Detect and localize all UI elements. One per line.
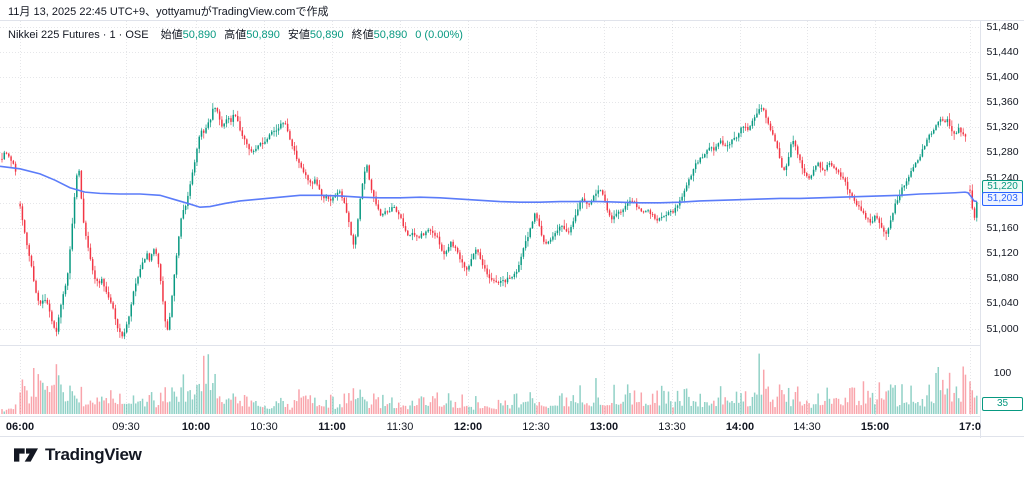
legend-field: 高値50,890 xyxy=(224,29,280,41)
attribution-text: 11月 13, 2025 22:45 UTC+9、yottyamuがTradin… xyxy=(8,6,329,18)
time-tick-label: 11:30 xyxy=(386,421,414,433)
time-tick-label: 12:30 xyxy=(522,421,550,433)
ma-price-badge: 51,203 xyxy=(982,191,1023,206)
time-tick-label: 17:0 xyxy=(958,421,982,433)
time-tick-label: 13:00 xyxy=(589,421,619,433)
time-tick-label: 14:30 xyxy=(793,421,821,433)
time-tick-label: 11:00 xyxy=(318,421,346,433)
time-tick-label: 09:30 xyxy=(112,421,140,433)
legend-field: 始値50,890 xyxy=(160,29,217,41)
time-tick-label: 10:30 xyxy=(250,421,278,433)
chart-legend: Nikkei 225 Futures · 1 · OSE 始値50,890 高値50… xyxy=(8,26,463,42)
price-axis[interactable]: 51,220 51,203 100 35 51,480 51,440 51,400 5… xyxy=(980,21,1024,438)
price-tick-label: 51,080 xyxy=(986,272,1019,285)
price-tick-label: 51,280 xyxy=(986,146,1019,159)
time-tick-label: 12:00 xyxy=(453,421,483,433)
time-axis[interactable]: 06:00 09:30 10:00 10:30 11:00 11:30 12:00 12:30… xyxy=(0,416,982,438)
price-tick-label: 51,160 xyxy=(986,221,1019,234)
chart-widget: Nikkei 225 Futures · 1 · OSE 始値50,890 高値50… xyxy=(0,20,1024,438)
price-tick-label: 51,120 xyxy=(986,247,1019,260)
tradingview-logo[interactable]: TradingView xyxy=(14,445,142,465)
price-tick-label: 51,040 xyxy=(986,297,1019,310)
time-tick-label: 14:00 xyxy=(725,421,755,433)
price-tick-label: 51,400 xyxy=(986,70,1019,83)
candlestick-chart-canvas[interactable] xyxy=(0,21,980,438)
price-tick-label: 51,480 xyxy=(986,20,1019,33)
legend-field: 安値50,890 xyxy=(287,29,344,41)
legend-symbol[interactable]: Nikkei 225 Futures · 1 · OSE xyxy=(8,29,149,41)
tradingview-wordmark: TradingView xyxy=(45,445,142,464)
legend-ohlc-fields: 始値50,890 高値50,890 安値50,890 終値50,890 xyxy=(153,29,408,41)
legend-field: 終値50,890 xyxy=(351,29,408,41)
price-tick-label: 51,000 xyxy=(986,322,1019,335)
price-tick-label: 51,320 xyxy=(986,121,1019,134)
time-tick-label: 10:00 xyxy=(181,421,211,433)
tradingview-logo-icon xyxy=(14,448,38,462)
price-tick-label: 51,360 xyxy=(986,96,1019,109)
last-volume-badge: 35 xyxy=(982,397,1023,411)
price-tick-label: 51,440 xyxy=(986,45,1019,58)
time-tick-label: 13:30 xyxy=(658,421,686,433)
time-tick-label: 15:00 xyxy=(860,421,890,433)
time-tick-label: 06:00 xyxy=(5,421,35,433)
legend-change: 0 (0.00%) xyxy=(415,29,463,41)
volume-axis-label: 100 xyxy=(993,367,1012,379)
